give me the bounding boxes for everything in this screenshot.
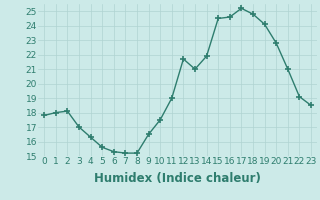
X-axis label: Humidex (Indice chaleur): Humidex (Indice chaleur) <box>94 172 261 185</box>
